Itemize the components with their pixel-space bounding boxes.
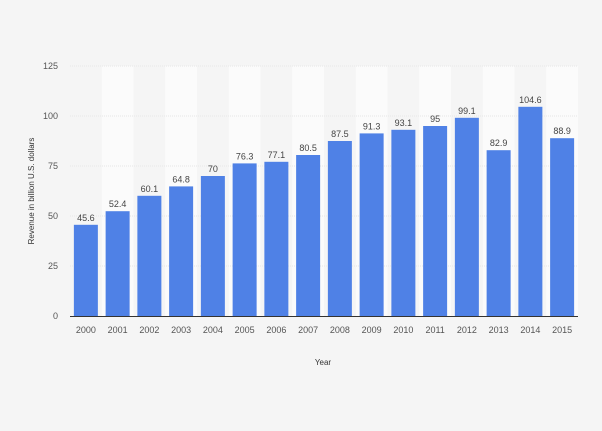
data-label: 93.1: [395, 118, 413, 128]
bar: [550, 138, 575, 316]
y-tick-label: 0: [53, 311, 58, 321]
data-label: 45.6: [77, 213, 95, 223]
data-label: 64.8: [172, 174, 190, 184]
x-tick-label: 2000: [76, 325, 96, 335]
data-label: 77.1: [268, 150, 286, 160]
x-tick-label: 2013: [489, 325, 509, 335]
bar: [296, 155, 321, 316]
y-tick-label: 25: [48, 261, 58, 271]
x-tick-label: 2001: [108, 325, 128, 335]
bar: [232, 163, 257, 316]
bar: [105, 211, 130, 316]
x-tick-label: 2010: [393, 325, 413, 335]
x-tick-label: 2012: [457, 325, 477, 335]
bar: [423, 126, 448, 316]
data-label: 82.9: [490, 138, 508, 148]
x-tick-label: 2008: [330, 325, 350, 335]
x-tick-label: 2007: [298, 325, 318, 335]
data-labels: 45.6 52.4 60.1 64.8 70 76.3 77.1 80.5 87.5 91.3 93…: [77, 95, 571, 223]
data-label: 95: [430, 114, 440, 124]
data-label: 60.1: [141, 184, 159, 194]
y-tick-label: 75: [48, 161, 58, 171]
data-label: 70: [208, 164, 218, 174]
data-label: 76.3: [236, 151, 254, 161]
y-tick-label: 125: [43, 61, 58, 71]
x-tick-label: 2004: [203, 325, 223, 335]
y-tick-label: 50: [48, 211, 58, 221]
data-label: 91.3: [363, 121, 381, 131]
bar: [137, 195, 162, 316]
bar: [327, 141, 352, 316]
x-tick-label: 2006: [266, 325, 286, 335]
x-tick-label: 2014: [520, 325, 540, 335]
data-label: 52.4: [109, 199, 127, 209]
x-tick-label: 2009: [362, 325, 382, 335]
x-axis-title: Year: [315, 358, 332, 367]
bar: [486, 150, 511, 316]
y-axis-ticks: 0 25 50 75 100 125: [43, 61, 58, 321]
data-label: 87.5: [331, 129, 349, 139]
x-tick-label: 2011: [425, 325, 444, 335]
bars: [73, 106, 575, 316]
data-label: 80.5: [299, 143, 317, 153]
data-label: 88.9: [553, 126, 571, 136]
bar: [264, 161, 289, 316]
y-tick-label: 100: [43, 111, 58, 121]
data-label: 104.6: [519, 95, 542, 105]
x-tick-label: 2015: [552, 325, 572, 335]
y-axis-title: Revenue in billion U.S. dollars: [27, 138, 36, 245]
x-tick-label: 2002: [139, 325, 159, 335]
bar: [359, 133, 384, 316]
x-axis-ticks: 2000 2001 2002 2003 2004 2005 2006 2007 2008 2009…: [76, 325, 572, 335]
data-label: 99.1: [458, 106, 476, 116]
x-tick-label: 2003: [171, 325, 191, 335]
bar: [169, 186, 194, 316]
bar: [73, 224, 98, 316]
bar: [391, 129, 416, 316]
bar: [518, 106, 543, 316]
x-tick-label: 2005: [235, 325, 255, 335]
bar: [200, 176, 225, 316]
bar: [454, 117, 479, 316]
